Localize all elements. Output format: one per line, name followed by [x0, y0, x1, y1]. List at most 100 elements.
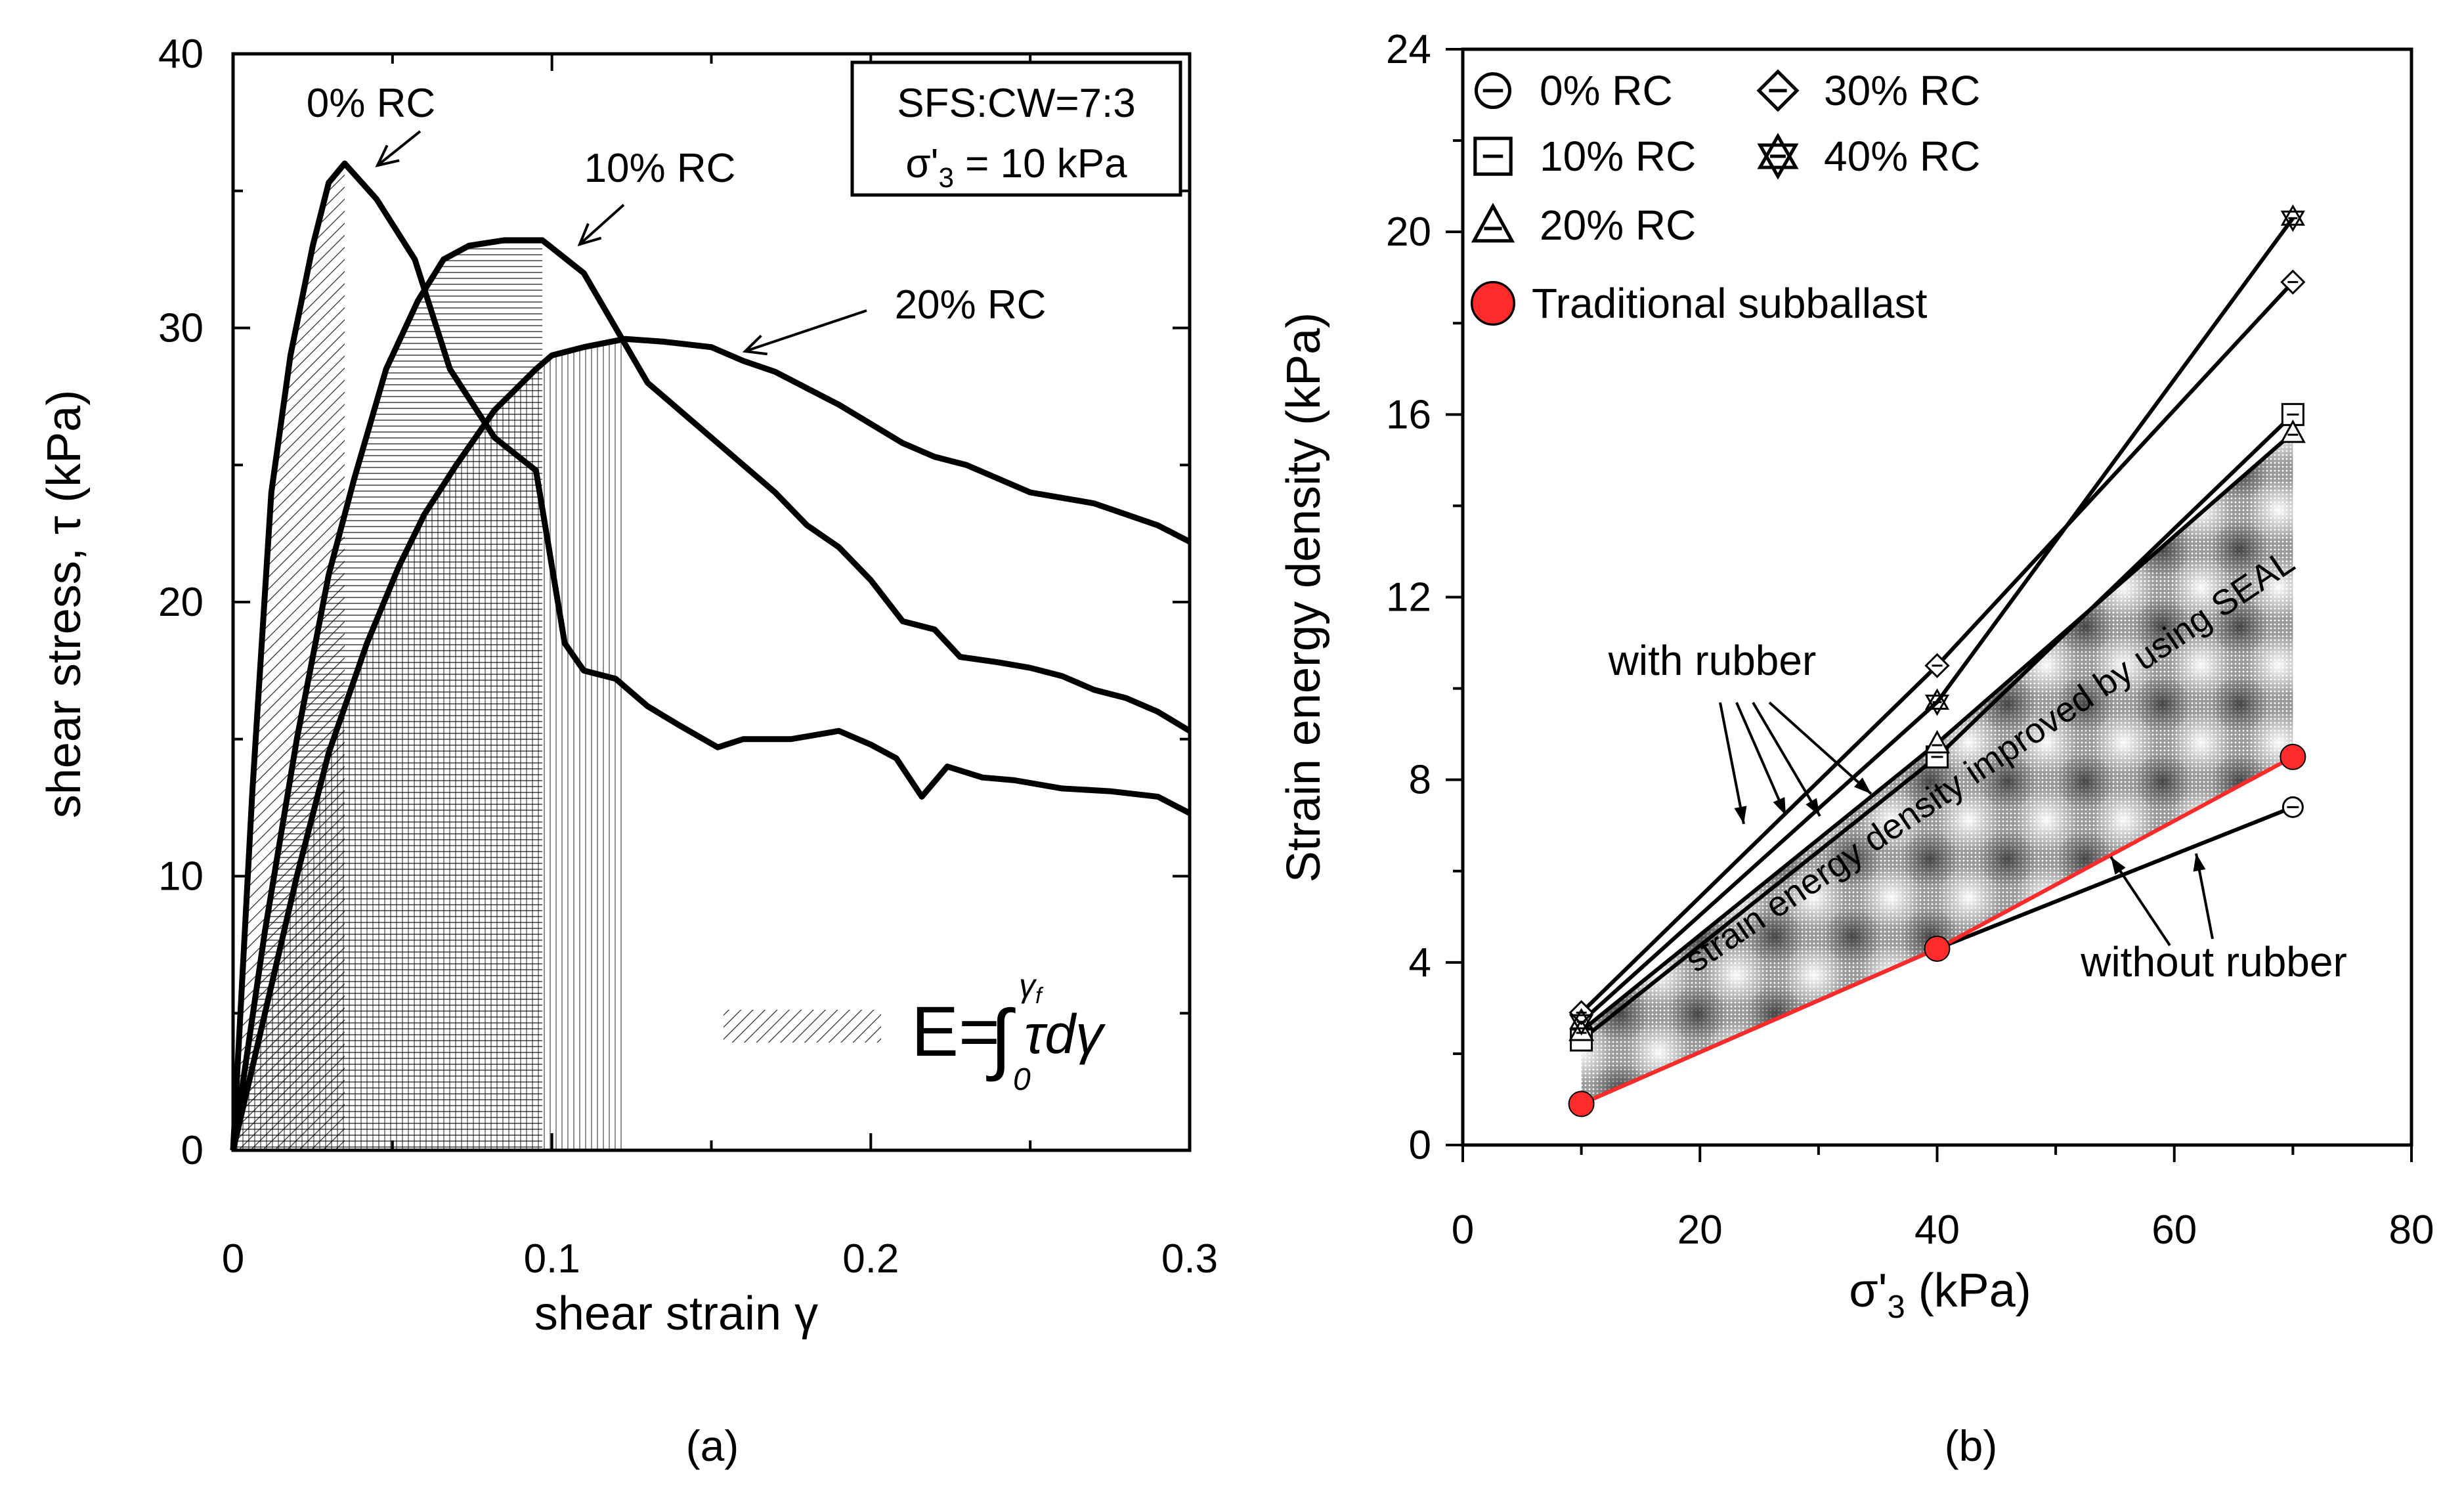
- texture-highlight: [2247, 556, 2293, 620]
- integral-upper: γf: [1019, 967, 1044, 1008]
- texture-highlight: [2014, 479, 2078, 542]
- panel-b: strain energy density improved by using …: [1278, 27, 2434, 1470]
- x-tick-label: 0.2: [842, 1236, 899, 1282]
- with-rubber-label: with rubber: [1608, 637, 1817, 684]
- texture-highlight: [1627, 556, 1691, 620]
- data-point: [1924, 688, 1950, 716]
- texture-shadow: [1746, 1062, 1804, 1104]
- series-label-1: 10% RC: [584, 146, 736, 191]
- legend-label: 10% RC: [1540, 133, 1696, 180]
- texture-highlight: [2169, 556, 2233, 620]
- series-line-0: [230, 160, 1192, 1151]
- legend-item-0: 0% RC: [1474, 67, 1673, 114]
- series-markers-4: [1569, 204, 2305, 1036]
- series-label-arrowhead-0: [375, 144, 400, 167]
- texture-highlight: [2092, 1021, 2155, 1085]
- texture-shadow: [1746, 1140, 1804, 1198]
- legend-marker: [1471, 202, 1515, 243]
- with-rubber-arrow-2: [1752, 701, 1821, 817]
- data-point: [1568, 1091, 1595, 1117]
- texture-highlight: [1782, 479, 1846, 542]
- legend-marker: [1757, 133, 1799, 180]
- x-axis-unit: (kPa): [1905, 1265, 2031, 1317]
- with-rubber-arrow-0: [1719, 702, 1745, 825]
- texture-highlight: [1937, 433, 2000, 465]
- texture-shadow: [2211, 597, 2269, 656]
- texture-shadow: [2056, 752, 2114, 811]
- texture-shadow: [2056, 1140, 2114, 1198]
- with-rubber-arrow-3: [1768, 701, 1872, 795]
- series-label-arrow-1: [578, 204, 625, 246]
- texture-highlight: [1581, 556, 1613, 620]
- texture-highlight: [1937, 1098, 2000, 1104]
- texture-highlight: [2169, 1021, 2233, 1085]
- texture-highlight: [1581, 943, 1613, 1007]
- y-axis-title: Strain energy density (kPa): [1278, 313, 1330, 882]
- texture-highlight: [1581, 866, 1613, 930]
- texture-highlight: [1782, 1021, 1846, 1085]
- texture-shadow: [1823, 443, 1882, 501]
- texture-shadow: [1669, 1140, 1727, 1198]
- texture-shadow: [1979, 1140, 2037, 1198]
- series-line-2: [230, 335, 1192, 1152]
- texture-shadow: [2288, 597, 2293, 656]
- data-point: [2281, 796, 2304, 818]
- texture-shadow: [1978, 443, 2037, 501]
- texture-highlight: [2014, 433, 2078, 465]
- x-tick-label: 40: [1914, 1207, 1960, 1253]
- legend: 0% RC 10% RC 20% RC 30% RC 40% RC Traditional…: [1471, 67, 1980, 327]
- texture-shadow: [2288, 1062, 2293, 1104]
- texture-shadow: [2288, 985, 2293, 1043]
- texture-highlight: [2014, 789, 2078, 852]
- texture-shadow: [2288, 830, 2293, 888]
- texture-shadow: [2289, 1140, 2346, 1198]
- texture-shadow: [1746, 907, 1804, 966]
- texture-shadow: [1591, 520, 1649, 578]
- texture-highlight: [1782, 943, 1846, 1007]
- texture-shadow: [1978, 1062, 2037, 1104]
- texture-highlight: [2169, 634, 2233, 697]
- legend-marker: [1471, 280, 1516, 326]
- without-rubber-arrowhead-0: [2111, 857, 2126, 875]
- texture-shadow: [1901, 985, 1959, 1043]
- equation-integrand: τdγ: [1024, 1003, 1106, 1065]
- x-tick-label: 80: [2389, 1207, 2434, 1253]
- marker-shape: [1924, 688, 1950, 710]
- texture-highlight: [1782, 556, 1846, 620]
- texture-shadow: [1823, 520, 1882, 578]
- marker-shape: [1471, 202, 1515, 243]
- texture-shadow: [2211, 1062, 2269, 1104]
- texture-shadow: [2056, 985, 2114, 1043]
- texture-shadow: [1746, 520, 1804, 578]
- texture-highlight: [2092, 433, 2155, 465]
- marker-shape: [1568, 1018, 1595, 1041]
- texture-highlight: [1704, 556, 1768, 620]
- texture-shadow: [1901, 1062, 1959, 1104]
- data-point: [2280, 420, 2306, 443]
- series-label-arrowhead-1: [577, 223, 602, 247]
- texture-highlight: [1581, 479, 1613, 542]
- legend-item-1: 10% RC: [1473, 133, 1696, 180]
- texture-highlight: [1859, 479, 1923, 542]
- texture-highlight: [1627, 433, 1691, 465]
- without-rubber-arrow-0: [2109, 855, 2171, 947]
- texture-shadow: [1668, 520, 1727, 578]
- texture-shadow: [1901, 443, 1959, 501]
- texture-shadow: [2134, 1140, 2192, 1198]
- y-tick-label: 20: [158, 580, 204, 625]
- series-line-1: [230, 237, 1192, 1151]
- marker-shape: [1568, 1091, 1595, 1117]
- texture-highlight: [1937, 1021, 2000, 1085]
- texture-shadow: [1978, 907, 2037, 966]
- texture-highlight: [1859, 866, 1923, 930]
- series-markers-5: [1568, 743, 2306, 1117]
- texture-highlight: [2014, 943, 2078, 1007]
- y-axis-title: shear stress, τ (kPa): [38, 390, 91, 819]
- texture-highlight: [1581, 433, 1613, 465]
- texture-shadow: [2211, 1140, 2269, 1198]
- texture-shadow: [1901, 520, 1959, 578]
- marker-shape: [1924, 729, 1951, 754]
- texture-highlight: [1704, 943, 1768, 1007]
- texture-highlight: [1627, 479, 1691, 542]
